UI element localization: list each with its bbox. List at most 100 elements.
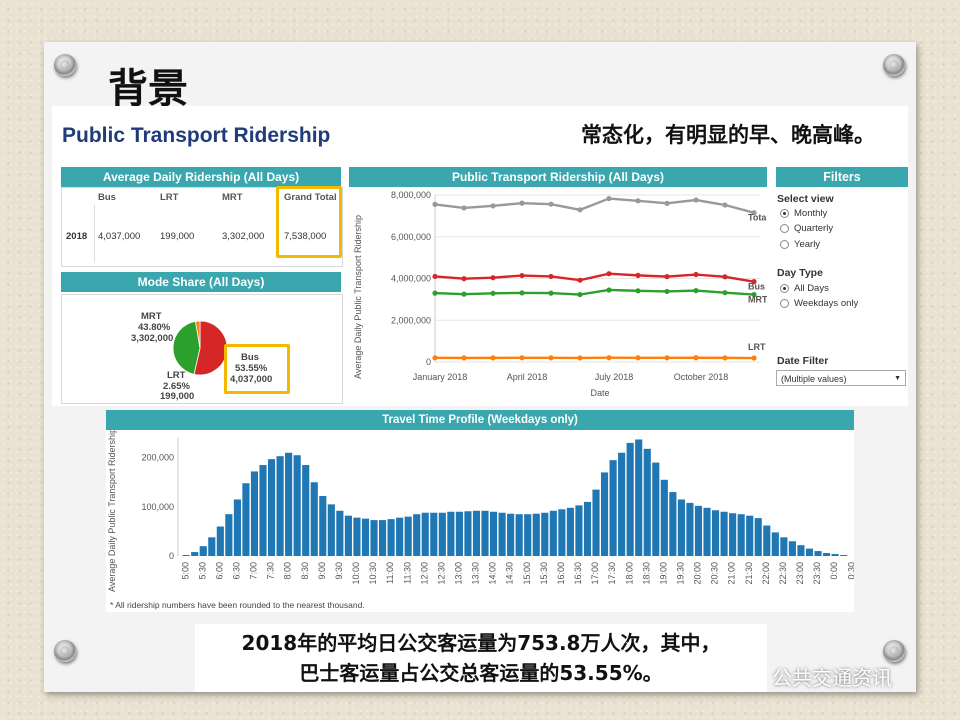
profile-bar: [635, 439, 643, 556]
profile-bar: [643, 448, 651, 556]
x-tick-label: 16:30: [573, 562, 583, 585]
x-tick-label: 21:00: [727, 562, 737, 585]
x-tick-label: 7:00: [249, 562, 259, 580]
profile-bar: [430, 512, 438, 556]
data-point: [606, 195, 612, 202]
profile-bar: [575, 505, 583, 556]
cell-lrt: 199,000: [160, 231, 195, 242]
radio-all-days[interactable]: All Days: [780, 283, 829, 294]
profile-bar: [353, 517, 361, 556]
profile-bar: [199, 546, 207, 556]
profile-bar: [549, 510, 557, 556]
profile-bar: [840, 555, 848, 556]
radio-weekdays-only[interactable]: Weekdays only: [780, 298, 858, 309]
data-point: [751, 279, 757, 285]
radio-quarterly[interactable]: Quarterly: [780, 223, 833, 234]
data-point: [519, 272, 525, 279]
data-point: [664, 288, 670, 295]
x-tick-label: October 2018: [674, 372, 729, 382]
x-tick-label: 14:00: [488, 562, 498, 585]
y-tick-label: 0: [169, 551, 174, 561]
pushpin-icon: [883, 640, 905, 662]
x-tick-label: 11:00: [385, 562, 395, 584]
highlight-bus-share: [224, 344, 290, 394]
x-tick-label: 5:00: [180, 562, 190, 580]
profile-bar: [464, 511, 472, 556]
x-tick-label: 12:30: [436, 562, 446, 585]
x-tick-label: 6:00: [214, 562, 224, 580]
profile-bar: [344, 515, 352, 556]
profile-bar: [592, 489, 600, 556]
data-point: [693, 271, 699, 278]
profile-bar: [558, 509, 566, 556]
profile-bar: [814, 551, 822, 556]
data-point: [635, 288, 641, 294]
series-label: MRT: [748, 295, 767, 305]
data-point: [693, 288, 699, 294]
watermark: 公共交通资讯: [738, 662, 892, 691]
filters-header: Filters: [776, 167, 908, 187]
pie-lrt-label: LRT: [167, 370, 186, 381]
col-bus: Bus: [98, 192, 116, 203]
line-chart-xlabel: Date: [590, 388, 609, 398]
mode-share-pie: [172, 320, 228, 376]
x-tick-label: 15:30: [539, 562, 549, 585]
x-tick-label: 13:30: [471, 562, 481, 585]
avg-ridership-table: [61, 187, 343, 267]
profile-bar: [310, 482, 318, 556]
profile-bar: [737, 514, 745, 556]
data-point: [606, 355, 612, 361]
x-tick-label: 19:30: [676, 562, 686, 585]
profile-bar: [225, 514, 233, 556]
pushpin-icon: [883, 54, 905, 76]
line-chart-ylabel: Average Daily Public Transport Ridership: [353, 215, 363, 379]
select-view-label: Select view: [777, 193, 834, 205]
x-tick-label: April 2018: [507, 372, 548, 382]
col-lrt: LRT: [160, 192, 179, 203]
profile-bar: [259, 465, 267, 556]
radio-selected-icon[interactable]: [780, 284, 789, 293]
data-point: [722, 274, 728, 280]
cell-mrt: 3,302,000: [222, 231, 265, 242]
chevron-down-icon[interactable]: ▼: [894, 375, 901, 382]
radio-selected-icon[interactable]: [780, 209, 789, 218]
data-point: [751, 355, 757, 361]
x-tick-label: 8:30: [300, 562, 310, 580]
x-tick-label: 0:30: [846, 562, 854, 580]
y-tick-label: 4,000,000: [391, 274, 431, 284]
row-year: 2018: [66, 231, 88, 242]
dashboard-title: Public Transport Ridership: [62, 124, 331, 147]
profile-bar: [216, 526, 224, 556]
x-tick-label: 18:00: [624, 562, 634, 585]
callout-bottom-line1: 2018年的平均日公交客运量为753.8万人次，其中，: [241, 631, 721, 655]
radio-icon[interactable]: [780, 240, 789, 249]
data-point: [548, 273, 554, 280]
data-point: [751, 210, 757, 216]
pie-mrt-pct: 43.80%: [138, 322, 171, 333]
profile-bar: [524, 514, 532, 556]
radio-icon[interactable]: [780, 224, 789, 233]
profile-bar: [583, 501, 592, 556]
data-point: [606, 287, 612, 293]
data-point: [548, 290, 554, 296]
date-filter-select[interactable]: (Multiple values) ▼: [776, 370, 906, 386]
data-point: [722, 290, 728, 296]
data-point: [490, 275, 496, 281]
radio-yearly[interactable]: Yearly: [780, 239, 820, 250]
profile-bar: [472, 510, 481, 556]
pushpin-icon: [54, 640, 76, 662]
x-tick-label: 9:00: [317, 562, 327, 580]
data-point: [693, 355, 699, 361]
profile-bar: [370, 520, 378, 556]
profile-bar: [489, 511, 498, 556]
data-point: [519, 200, 525, 206]
mode-share-header: Mode Share (All Days): [61, 272, 341, 292]
x-tick-label: 23:00: [795, 562, 805, 585]
x-tick-label: 18:30: [641, 562, 651, 585]
data-point: [461, 276, 467, 282]
day-type-label: Day Type: [777, 267, 823, 279]
profile-ylabel: Average Daily Public Transport Ridership: [107, 430, 117, 592]
radio-monthly[interactable]: Monthly: [780, 208, 827, 219]
ridership-chart-header: Public Transport Ridership (All Days): [349, 167, 767, 187]
radio-icon[interactable]: [780, 299, 789, 308]
